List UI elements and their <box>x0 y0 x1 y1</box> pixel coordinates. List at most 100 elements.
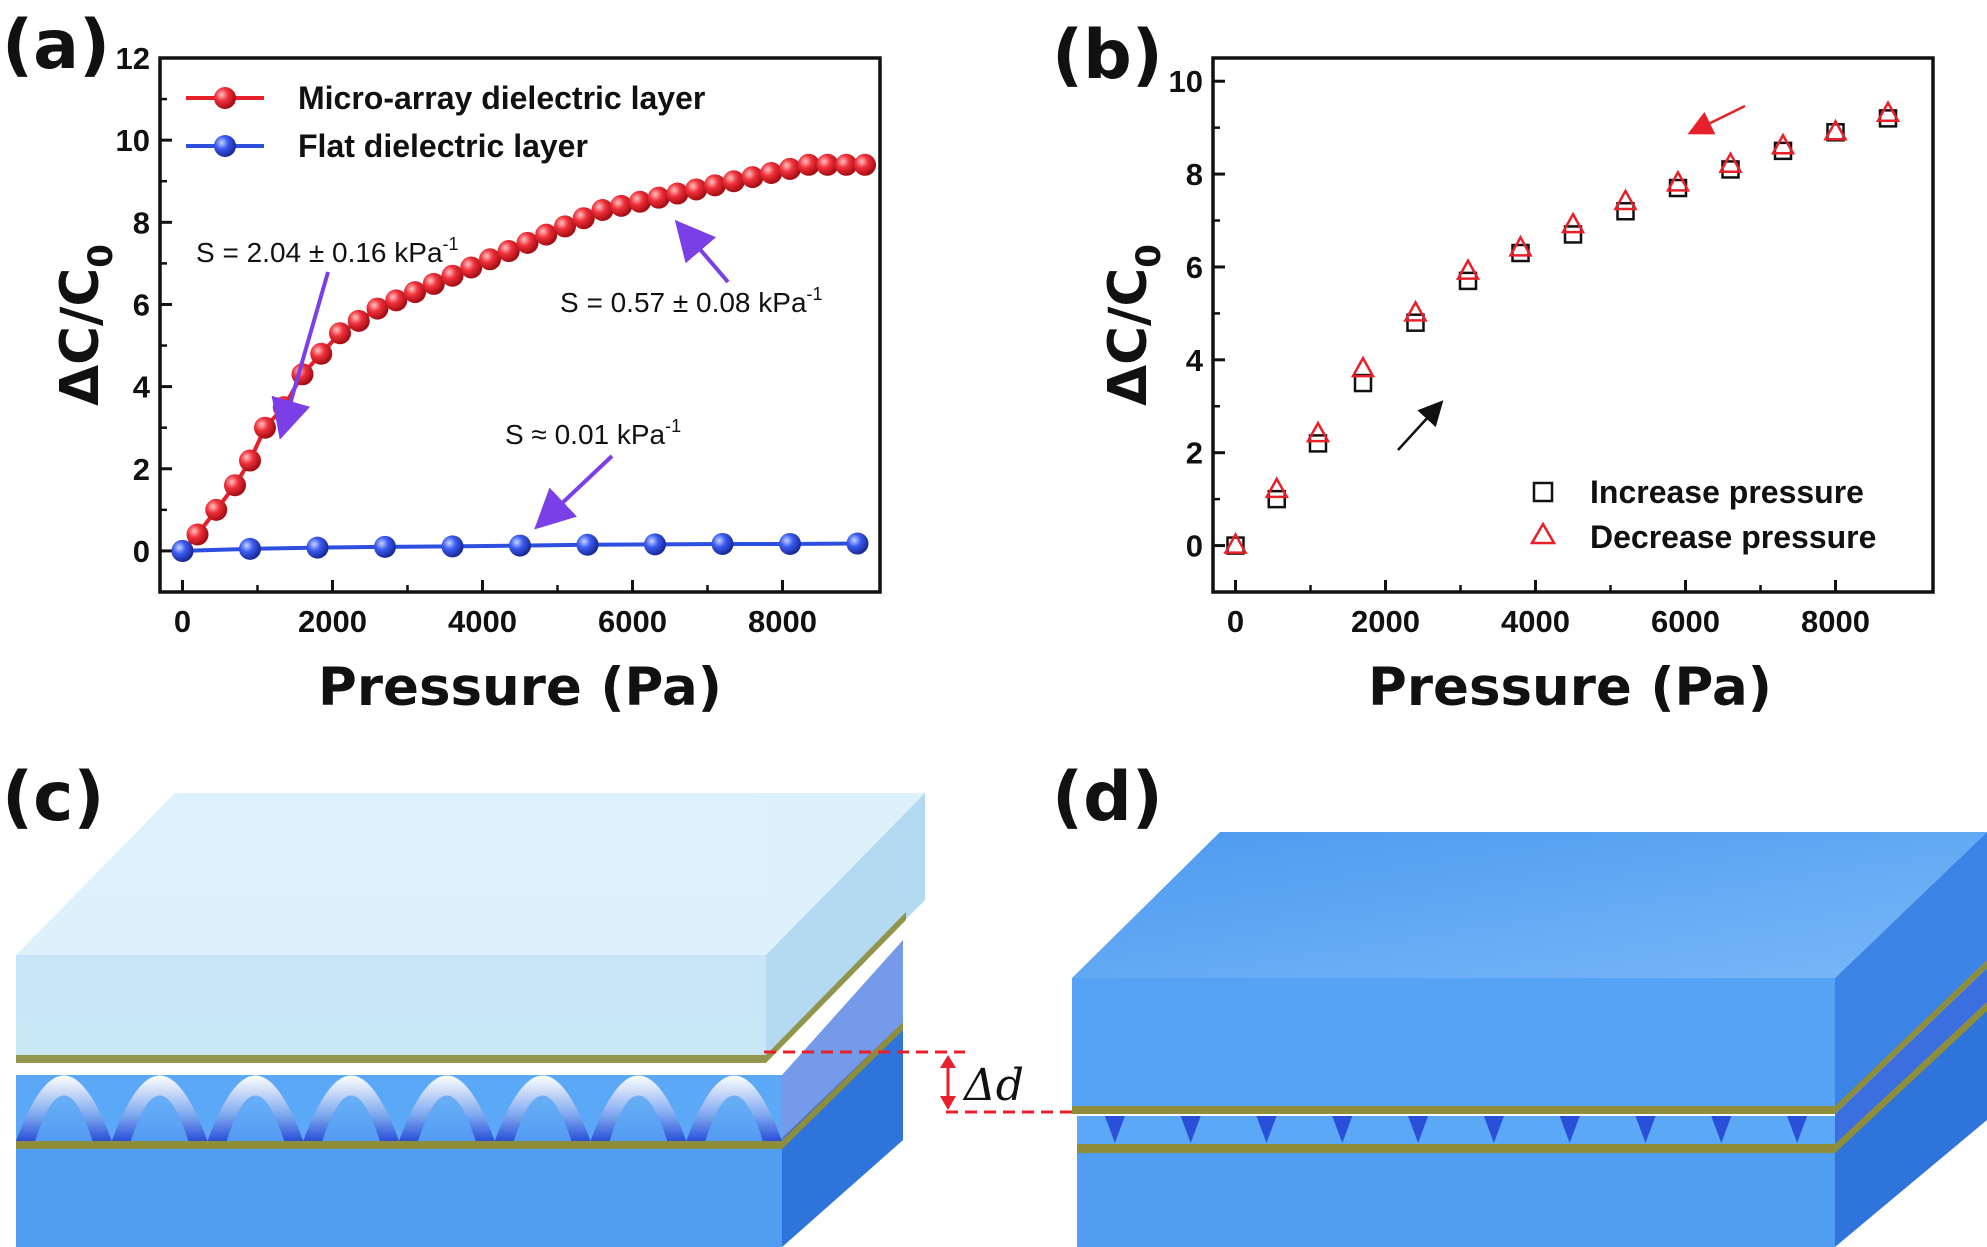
compressed-bump <box>1787 1116 1808 1143</box>
data-point-micro-array <box>239 449 261 472</box>
decrease-direction-arrow <box>1687 104 1746 135</box>
data-point-decrease <box>1875 100 1901 122</box>
data-point-micro-array <box>741 166 764 189</box>
annotation-slope-3: S ≈ 0.01 kPa-1 <box>505 416 681 450</box>
chart-a-xtick-label: 0 <box>174 604 191 639</box>
chart-a-ytick-label: 10 <box>116 123 150 158</box>
micro-bump-face <box>35 1095 93 1141</box>
compressed-bump-side <box>1835 968 1987 1144</box>
data-point-flat <box>306 536 329 559</box>
annotation-arrow-3 <box>534 454 614 530</box>
diagram-d: (d) <box>1052 758 1987 1247</box>
legend-a-label-micro: Micro-array dielectric layer <box>298 80 705 116</box>
panel-label-a: (a) <box>2 6 110 85</box>
chart-a-ylabel: ΔC/C0 <box>50 244 121 406</box>
data-point-micro-array <box>205 498 228 521</box>
chart-a-ytick-label: 2 <box>133 452 150 487</box>
chart-b-ytick-label: 6 <box>1186 250 1203 285</box>
chart-b-xtick-label: 0 <box>1227 604 1244 639</box>
annotation-slope-2: S = 0.57 ± 0.08 kPa-1 <box>560 284 823 318</box>
chart-a-legend: Micro-array dielectric layer Flat dielec… <box>186 80 705 164</box>
data-point-micro-array <box>666 182 689 205</box>
micro-bump-face <box>705 1095 763 1141</box>
data-point-micro-array <box>629 190 651 213</box>
compressed-bump <box>1256 1116 1277 1143</box>
chart-b-ytick-label: 4 <box>1186 343 1204 378</box>
data-point-micro-array <box>329 322 351 345</box>
chart-b-xlabel: Pressure (Pa) <box>1368 657 1772 718</box>
chart-b-x-axis: 0 2000 4000 6000 8000 <box>1227 580 1870 639</box>
micro-bump-face <box>418 1095 476 1141</box>
chart-a-xtick-label: 6000 <box>598 604 667 639</box>
chart-a-annotations: S = 2.04 ± 0.16 kPa-1 S = 0.57 ± 0.08 kP… <box>196 219 823 530</box>
data-point-micro-array <box>535 223 558 246</box>
compressed-bump <box>1483 1116 1504 1143</box>
data-point-flat <box>239 537 261 560</box>
chart-b: (b) 0 2 4 6 8 10 0 2000 4000 6000 8000 Increase p… <box>1052 16 1935 718</box>
data-point-increase <box>1406 313 1425 332</box>
chart-b-xtick-label: 2000 <box>1351 604 1420 639</box>
data-point-micro-array <box>441 264 464 287</box>
data-point-micro-array <box>816 153 839 176</box>
data-point-micro-array <box>479 248 501 271</box>
chart-a-xtick-label: 8000 <box>748 604 817 639</box>
data-point-decrease <box>1508 234 1533 257</box>
top-layer-c <box>16 793 925 1061</box>
chart-b-frame <box>1211 56 1935 594</box>
chart-a-frame <box>158 56 882 594</box>
legend-b-marker-increase <box>1532 481 1554 503</box>
data-point-micro-array <box>516 231 539 254</box>
chart-b-ytick-label: 10 <box>1169 64 1203 99</box>
data-point-micro-array <box>422 272 445 295</box>
data-point-flat <box>779 532 801 555</box>
data-point-micro-array <box>685 178 708 201</box>
chart-a-ytick-label: 12 <box>116 41 150 76</box>
data-point-increase <box>1353 373 1373 393</box>
data-point-micro-array <box>554 215 576 238</box>
chart-a: (a) 0 2 4 6 8 10 12 0 2000 4000 6000 8000 Micro-ar… <box>2 6 882 718</box>
chart-a-x-axis: 0 2000 4000 6000 8000 <box>174 580 817 639</box>
panel-label-c: (c) <box>2 758 104 837</box>
data-point-increase <box>1267 489 1286 509</box>
top-block-d <box>1072 832 1987 1106</box>
legend-b-label-decrease: Decrease pressure <box>1590 519 1876 555</box>
data-point-decrease <box>1613 188 1638 211</box>
annotation-slope-1: S = 2.04 ± 0.16 kPa-1 <box>196 234 459 268</box>
bottom-substrate-c <box>16 1022 903 1247</box>
micro-bump-face <box>130 1095 189 1141</box>
chart-a-ytick-label: 0 <box>133 534 150 569</box>
legend-a-marker-micro <box>214 87 236 109</box>
delta-d-label: Δd <box>962 1060 1024 1111</box>
data-point-flat <box>711 532 734 555</box>
bottom-substrate-d <box>1077 1002 1987 1247</box>
panel-label-d: (d) <box>1052 758 1163 837</box>
chart-b-ylabel: ΔC/C0 <box>1098 244 1169 406</box>
annotation-arrow-2 <box>674 219 730 284</box>
chart-b-y-axis: 0 2 4 6 8 10 <box>1169 64 1225 564</box>
data-point-flat <box>171 539 194 562</box>
micro-bump-face <box>609 1095 668 1141</box>
data-point-decrease <box>1223 531 1248 554</box>
legend-a-marker-flat <box>214 135 236 157</box>
data-point-flat <box>374 535 396 558</box>
data-point-micro-array <box>385 289 408 312</box>
data-point-micro-array <box>760 162 783 185</box>
chart-b-legend: Increase pressure Decrease pressure <box>1529 474 1876 555</box>
chart-b-xtick-label: 6000 <box>1651 604 1720 639</box>
data-point-flat <box>509 534 531 557</box>
data-point-decrease <box>1350 355 1376 378</box>
chart-a-ytick-label: 8 <box>133 205 150 240</box>
delta-d-indicator: Δd <box>764 1050 1075 1114</box>
chart-b-ytick-label: 0 <box>1186 529 1203 564</box>
data-point-micro-array <box>610 194 633 217</box>
data-point-micro-array <box>460 256 483 279</box>
data-point-micro-array <box>186 523 209 546</box>
bump-side <box>782 940 903 1141</box>
data-point-micro-array <box>591 198 614 221</box>
chart-a-xtick-label: 4000 <box>448 604 517 639</box>
chart-b-series <box>1223 100 1901 555</box>
data-point-flat <box>846 532 869 555</box>
data-point-micro-array <box>722 170 745 193</box>
compressed-bump <box>1332 1116 1353 1143</box>
data-point-flat <box>441 535 464 558</box>
